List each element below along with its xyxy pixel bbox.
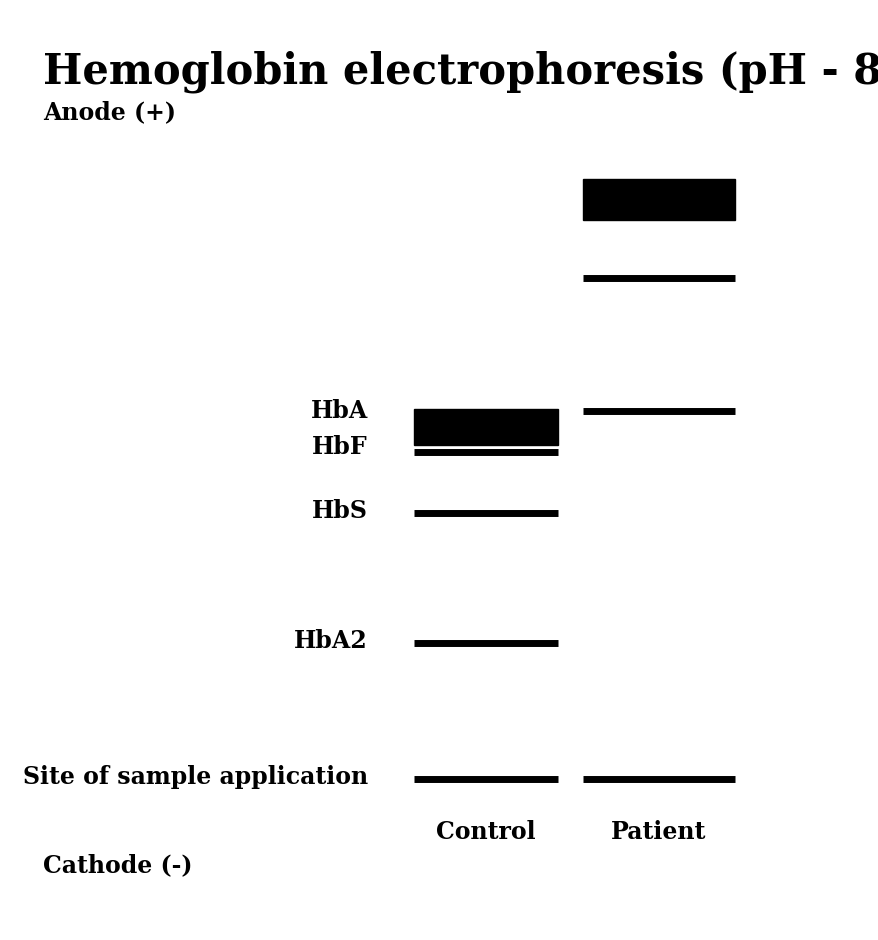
- Text: Control: Control: [435, 820, 535, 844]
- Text: Hemoglobin electrophoresis (pH - 8.6): Hemoglobin electrophoresis (pH - 8.6): [43, 51, 878, 93]
- Text: Site of sample application: Site of sample application: [23, 765, 367, 789]
- Text: HbA: HbA: [310, 400, 367, 423]
- Text: Patient: Patient: [610, 820, 706, 844]
- Text: HbF: HbF: [312, 435, 367, 460]
- Text: HbA2: HbA2: [293, 630, 367, 653]
- Text: HbS: HbS: [312, 498, 367, 523]
- Text: Anode (+): Anode (+): [43, 100, 176, 124]
- Text: Cathode (-): Cathode (-): [43, 854, 192, 878]
- Bar: [414, 409, 557, 445]
- Bar: [582, 179, 734, 220]
